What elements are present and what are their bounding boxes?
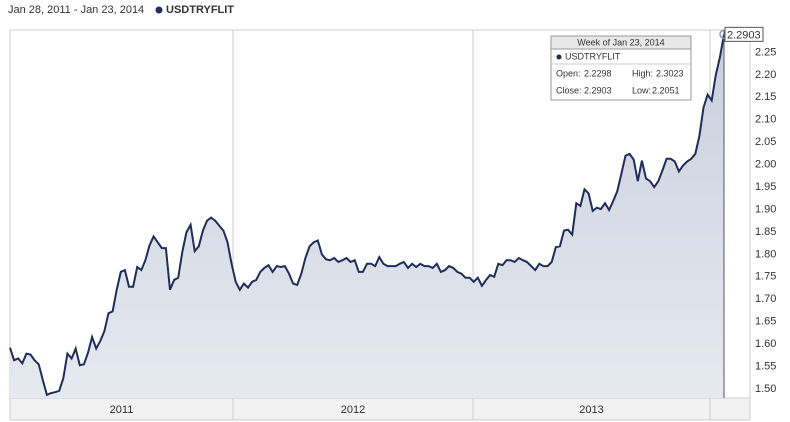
legend-dot [155, 6, 163, 14]
tooltip-open: 2.2298 [584, 68, 612, 78]
legend-label[interactable]: USDTRYFLIT [166, 4, 234, 16]
y-tick-label: 2.25 [755, 46, 776, 58]
x-tick-label: 2011 [110, 404, 134, 416]
y-tick-label: 2.05 [755, 136, 776, 148]
y-tick-label: 1.55 [755, 360, 776, 372]
y-tick-label: 2.10 [755, 114, 776, 126]
tooltip-high: 2.3023 [656, 68, 684, 78]
x-tick-label: 2013 [579, 404, 603, 416]
tooltip: Week of Jan 23, 2014 USDTRYFLIT Open: 2.229… [550, 35, 692, 101]
tooltip-dot [556, 54, 562, 60]
y-tick-label: 2.00 [755, 159, 776, 171]
area [10, 34, 724, 399]
tooltip-high-label: High: [632, 68, 653, 78]
tooltip-close: 2.2903 [584, 85, 612, 95]
y-tick-label: 2.15 [755, 91, 776, 103]
y-tick-label: 1.50 [755, 383, 776, 395]
y-tick-label: 1.90 [755, 203, 776, 215]
tooltip-close-label: Close: [556, 85, 582, 95]
tooltip-header [550, 35, 692, 50]
y-tick-label: 1.65 [755, 316, 776, 328]
y-tick-label: 1.75 [755, 271, 776, 283]
y-tick-label: 1.95 [755, 181, 776, 193]
tooltip-low: 2.2051 [652, 85, 680, 95]
tooltip-low-label: Low: [632, 85, 651, 95]
x-tick-label: 2012 [341, 404, 365, 416]
tooltip-series: USDTRYFLIT [565, 51, 621, 61]
tooltip-open-label: Open: [556, 68, 581, 78]
y-tick-label: 1.60 [755, 338, 776, 350]
y-tick-label: 1.80 [755, 248, 776, 260]
y-tick-label: 1.85 [755, 226, 776, 238]
tooltip-title: Week of Jan 23, 2014 [577, 37, 664, 47]
value-flag-label: 2.2903 [727, 29, 761, 41]
value-flag [724, 26, 764, 42]
y-tick-label: 1.70 [755, 293, 776, 305]
line [9, 34, 725, 397]
date-range: Jan 28, 2011 - Jan 23, 2014 [8, 4, 144, 16]
y-tick-label: 2.20 [755, 69, 776, 81]
